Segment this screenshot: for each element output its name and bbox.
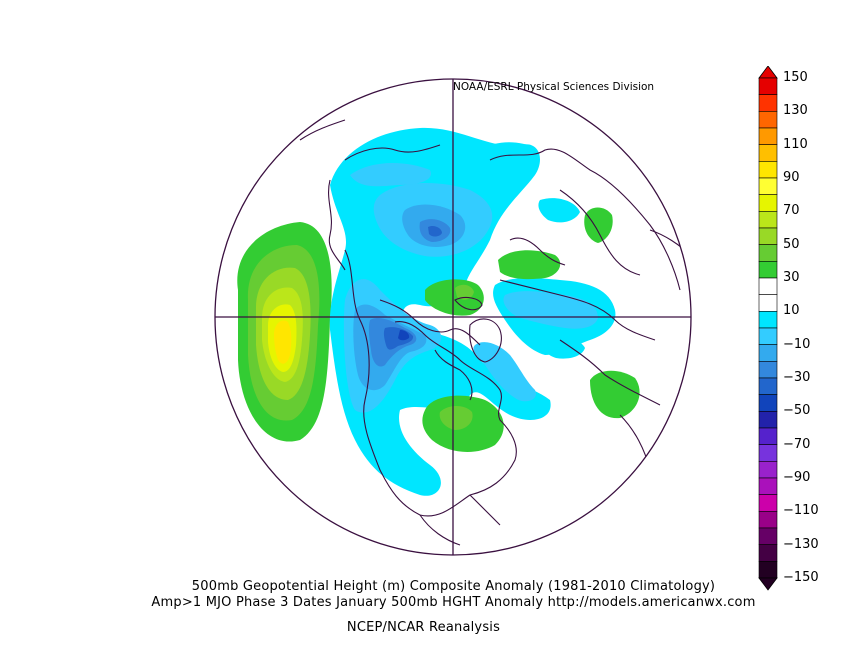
caption-line-2: Amp>1 MJO Phase 3 Dates January 500mb HG… xyxy=(151,595,756,610)
colorbar-swatch xyxy=(758,561,778,579)
credit-text: NOAA/ESRL Physical Sciences Division xyxy=(453,81,655,93)
colorbar-swatch xyxy=(758,244,778,262)
colorbar-swatch xyxy=(758,77,778,95)
colorbar-swatch xyxy=(758,344,778,362)
anomaly-fields xyxy=(237,127,640,496)
colorbar-swatch xyxy=(758,227,778,245)
colorbar-swatch xyxy=(758,327,778,345)
caption-line-1: 500mb Geopotential Height (m) Composite … xyxy=(191,579,716,594)
colorbar-top-arrow xyxy=(758,66,778,79)
north-pacific-ridge xyxy=(237,222,332,442)
colorbar-swatch xyxy=(758,544,778,562)
colorbar-tick-label: 10 xyxy=(783,303,800,319)
colorbar-swatch xyxy=(758,477,778,495)
caption-line-3: NCEP/NCAR Reanalysis xyxy=(346,620,501,635)
colorbar-swatch xyxy=(758,111,778,129)
colorbar-swatch xyxy=(758,194,778,212)
colorbar-tick-label: −70 xyxy=(783,436,811,452)
colorbar-swatch xyxy=(758,127,778,145)
colorbar-tick-label: 90 xyxy=(783,170,800,185)
colorbar-swatch xyxy=(758,511,778,529)
colorbar-tick-label: −90 xyxy=(783,470,811,485)
colorbar-tick-label: −10 xyxy=(783,336,811,352)
colorbar-tick-label: −150 xyxy=(783,570,819,585)
colorbar-swatch xyxy=(758,211,778,229)
colorbar-bottom-arrow xyxy=(758,577,778,591)
colorbar-swatch xyxy=(758,494,778,512)
colorbar-swatch xyxy=(758,527,778,545)
colorbar-swatch xyxy=(758,294,778,312)
colorbar-swatch xyxy=(758,144,778,162)
positive-highs xyxy=(422,207,640,452)
colorbar-swatch xyxy=(758,461,778,479)
colorbar-tick-label: 150 xyxy=(783,70,808,85)
colorbar-swatch xyxy=(758,427,778,445)
colorbar-swatch xyxy=(758,377,778,395)
colorbar-swatch xyxy=(758,261,778,279)
colorbar-swatch xyxy=(758,277,778,295)
colorbar-tick-label: 70 xyxy=(783,203,800,219)
colorbar-tick-label: 130 xyxy=(783,103,808,119)
colorbar-swatch xyxy=(758,394,778,412)
colorbar-tick-label: −30 xyxy=(783,370,811,385)
colorbar-swatch xyxy=(758,444,778,462)
colorbar-swatch xyxy=(758,311,778,329)
colorbar-swatch xyxy=(758,161,778,179)
colorbar-swatch xyxy=(758,94,778,112)
colorbar-tick-label: −50 xyxy=(783,403,811,419)
colorbar-tick-label: 50 xyxy=(783,236,800,252)
colorbar-swatch xyxy=(758,177,778,195)
colorbar-tick-label: −110 xyxy=(783,503,819,519)
colorbar-swatch xyxy=(758,361,778,379)
colorbar-tick-label: 110 xyxy=(783,136,808,152)
colorbar xyxy=(758,66,778,591)
colorbar-swatch xyxy=(758,411,778,429)
colorbar-tick-label: −130 xyxy=(783,536,819,552)
colorbar-tick-label: 30 xyxy=(783,270,800,285)
map-outline xyxy=(214,78,692,556)
